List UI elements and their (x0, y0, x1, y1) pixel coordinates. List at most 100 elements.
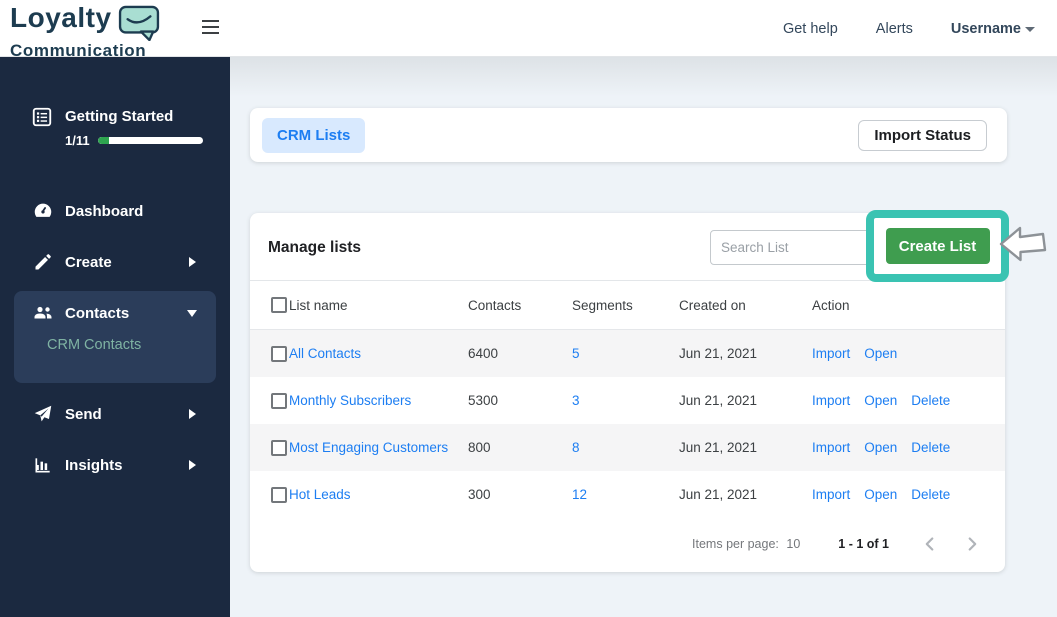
created-on-date: Jun 21, 2021 (679, 346, 758, 361)
create-label: Create (65, 253, 112, 271)
row-checkbox[interactable] (271, 439, 287, 456)
segments-count-link[interactable]: 12 (572, 487, 588, 502)
page-range-label: 1 - 1 of 1 (838, 537, 889, 551)
sidebar-item-getting-started[interactable]: Getting Started (0, 104, 230, 132)
open-action-link[interactable]: Open (864, 440, 898, 455)
logo-text-line2: Communication (10, 41, 147, 60)
sidebar-item-create[interactable]: Create (0, 240, 230, 284)
col-header-created-on: Created on (679, 297, 746, 313)
open-action-link[interactable]: Open (864, 393, 898, 408)
created-on-date: Jun 21, 2021 (679, 487, 758, 502)
top-header: Loyalty Communication Get help Alerts Us… (0, 0, 1057, 60)
created-on-date: Jun 21, 2021 (679, 440, 758, 455)
table-row: Monthly Subscribers 5300 3 Jun 21, 2021 Impo… (250, 377, 1005, 424)
import-status-button[interactable]: Import Status (858, 120, 987, 151)
annotation-highlight-box: Create List (866, 210, 1009, 282)
contacts-count: 800 (468, 440, 491, 455)
username-label: Username (950, 20, 1021, 37)
contacts-label: Contacts (65, 304, 130, 322)
getting-started-label: Getting Started (65, 108, 174, 125)
hamburger-menu-icon[interactable] (202, 20, 219, 36)
tab-crm-lists[interactable]: CRM Lists (262, 117, 366, 153)
list-name-link[interactable]: All Contacts (289, 346, 362, 361)
segments-count-link[interactable]: 5 (572, 346, 580, 361)
delete-action-link[interactable]: Delete (911, 393, 951, 408)
contacts-count: 6400 (468, 346, 499, 361)
chevron-down-icon (1025, 27, 1035, 32)
speech-bubble-icon (118, 5, 160, 46)
row-actions: Import Open (812, 346, 1005, 361)
table-row: Most Engaging Customers 800 8 Jun 21, 2021 I… (250, 424, 1005, 471)
segments-count-link[interactable]: 3 (572, 393, 580, 408)
row-actions: Import Open Delete (812, 393, 1005, 408)
list-name-link[interactable]: Most Engaging Customers (289, 440, 449, 455)
import-action-link[interactable]: Import (812, 440, 851, 455)
crm-lists-toolbar: CRM Lists Import Status (250, 108, 1007, 162)
dashboard-label: Dashboard (65, 202, 144, 220)
app-logo[interactable]: Loyalty Communication (10, 3, 190, 60)
row-checkbox[interactable] (271, 345, 287, 362)
progress-bar-fill (97, 137, 110, 144)
row-actions: Import Open Delete (812, 440, 1005, 455)
contacts-people-icon (31, 301, 55, 325)
contacts-count: 5300 (468, 393, 499, 408)
delete-action-link[interactable]: Delete (911, 487, 951, 502)
previous-page-button[interactable] (917, 531, 943, 557)
col-header-list-name: List name (289, 297, 348, 313)
open-action-link[interactable]: Open (864, 346, 898, 361)
items-per-page-value: 10 (786, 537, 801, 551)
table-row: All Contacts 6400 5 Jun 21, 2021 Import Open (250, 330, 1005, 377)
col-header-segments: Segments (572, 297, 633, 313)
manage-lists-title: Manage lists (268, 239, 362, 256)
pencil-icon (31, 250, 55, 274)
row-checkbox[interactable] (271, 392, 287, 409)
insights-label: Insights (65, 456, 123, 474)
list-name-link[interactable]: Monthly Subscribers (289, 393, 412, 408)
table-paginator: Items per page: 10 1 - 1 of 1 (250, 516, 1005, 572)
paper-plane-icon (31, 402, 55, 426)
manage-lists-header: Manage lists (250, 213, 1005, 281)
progress-bar (97, 137, 203, 144)
bar-chart-icon (31, 453, 55, 477)
chevron-right-icon (189, 409, 196, 419)
next-page-button[interactable] (959, 531, 985, 557)
sidebar-item-crm-contacts[interactable]: CRM Contacts (47, 337, 142, 353)
progress-count: 1/11 (65, 133, 90, 148)
items-per-page-label: Items per page: (692, 537, 779, 551)
import-action-link[interactable]: Import (812, 487, 851, 502)
row-checkbox[interactable] (271, 486, 287, 503)
sidebar-item-contacts[interactable]: Contacts (0, 291, 230, 335)
import-action-link[interactable]: Import (812, 393, 851, 408)
import-action-link[interactable]: Import (812, 346, 851, 361)
segments-count-link[interactable]: 8 (572, 440, 580, 455)
sidebar-item-dashboard[interactable]: Dashboard (0, 189, 230, 233)
col-header-contacts: Contacts (468, 297, 522, 313)
delete-action-link[interactable]: Delete (911, 440, 951, 455)
checklist-icon (31, 106, 53, 133)
dashboard-icon (31, 199, 55, 223)
select-all-checkbox[interactable] (271, 297, 287, 313)
annotation-arrow-icon (998, 225, 1048, 272)
getting-started-progress: 1/11 (65, 133, 203, 148)
contacts-count: 300 (468, 487, 491, 502)
open-action-link[interactable]: Open (864, 487, 898, 502)
create-list-button[interactable]: Create List (885, 228, 990, 264)
manage-lists-card: Manage lists List name Contacts Segments… (250, 213, 1005, 572)
sidebar-item-send[interactable]: Send (0, 392, 230, 436)
main-content: CRM Lists Import Status Manage lists Lis… (230, 57, 1057, 617)
sidebar-item-insights[interactable]: Insights (0, 443, 230, 487)
sidebar: Getting Started 1/11 Dashboard Create (0, 57, 230, 617)
items-per-page-control[interactable]: Items per page: 10 (692, 537, 800, 551)
chevron-right-icon (189, 257, 196, 267)
alerts-link[interactable]: Alerts (875, 20, 913, 37)
table-body: All Contacts 6400 5 Jun 21, 2021 Import Open M… (250, 330, 1005, 518)
logo-text-line1: Loyalty (10, 2, 112, 33)
search-list-input[interactable] (710, 230, 876, 265)
col-header-action: Action (812, 297, 850, 313)
get-help-link[interactable]: Get help (782, 20, 838, 37)
table-row: Hot Leads 300 12 Jun 21, 2021 Import Open Dele… (250, 471, 1005, 518)
list-name-link[interactable]: Hot Leads (289, 487, 351, 502)
table-header-row: List name Contacts Segments Created on A… (250, 281, 1005, 330)
top-nav: Get help Alerts Username (783, 0, 1035, 57)
username-dropdown[interactable]: Username (951, 21, 1035, 37)
